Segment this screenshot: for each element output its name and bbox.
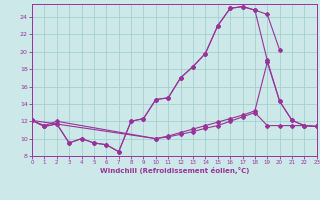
X-axis label: Windchill (Refroidissement éolien,°C): Windchill (Refroidissement éolien,°C) (100, 167, 249, 174)
